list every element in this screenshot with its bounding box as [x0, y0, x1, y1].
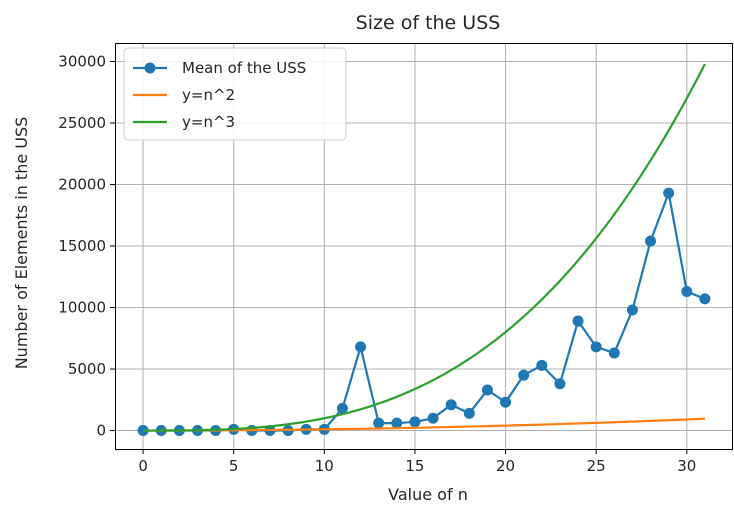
- series-layer: [137, 63, 711, 437]
- chart-title: Size of the USS: [356, 12, 501, 34]
- data-point: [373, 417, 385, 429]
- series-line-y-n-3: [143, 63, 706, 432]
- y-tick-label: 10000: [58, 299, 106, 317]
- data-point: [681, 286, 693, 298]
- y-tick-label: 20000: [58, 175, 106, 193]
- legend-label-mean-of-the-uss: Mean of the USS: [182, 59, 306, 77]
- data-point: [645, 235, 657, 247]
- y-axis-title: Number of Elements in the USS: [12, 117, 31, 370]
- data-point: [336, 402, 348, 414]
- legend-label-y-n-2: y=n^2: [182, 86, 235, 104]
- x-tick-label: 5: [229, 457, 239, 475]
- data-point: [500, 396, 512, 408]
- grid-lines: [115, 43, 733, 449]
- data-point: [409, 416, 421, 428]
- y-tick-label: 30000: [58, 52, 106, 70]
- data-point: [463, 407, 475, 419]
- legend-marker: [144, 62, 156, 74]
- y-tick-label: 15000: [58, 237, 106, 255]
- x-tick-label: 10: [315, 457, 334, 475]
- series-line-y-n-2: [143, 417, 705, 432]
- y-tick-label: 25000: [58, 114, 106, 132]
- x-axis-title: Value of n: [388, 485, 468, 504]
- y-tick-label: 0: [96, 422, 106, 440]
- plot-frame: [115, 43, 733, 450]
- data-point: [481, 384, 493, 396]
- data-point: [355, 341, 367, 353]
- x-tick-label: 15: [405, 457, 424, 475]
- data-point: [536, 359, 548, 371]
- x-tick-label: 30: [677, 457, 696, 475]
- data-point: [590, 341, 602, 353]
- legend-box: [123, 47, 347, 141]
- x-tick-label: 20: [496, 457, 515, 475]
- data-point: [518, 369, 530, 381]
- series-line-mean-of-the-uss: [143, 192, 706, 432]
- data-point: [554, 378, 566, 390]
- data-point: [445, 399, 457, 411]
- x-tick-label: 0: [138, 457, 148, 475]
- axis-ticks: 0 5 10 15 20 25 30 0 5000 10000 15000 20000 25000 300…: [58, 52, 696, 475]
- data-point: [572, 315, 584, 327]
- x-tick-label: 25: [587, 457, 606, 475]
- data-point: [663, 187, 675, 199]
- legend: Mean of the USS y=n^2 y=n^3: [123, 47, 347, 141]
- data-point: [626, 304, 638, 316]
- data-point: [608, 347, 620, 359]
- y-tick-label: 5000: [68, 360, 106, 378]
- data-point: [391, 417, 403, 429]
- legend-label-y-n-3: y=n^3: [182, 113, 235, 131]
- data-point: [699, 293, 711, 305]
- data-point: [427, 412, 439, 424]
